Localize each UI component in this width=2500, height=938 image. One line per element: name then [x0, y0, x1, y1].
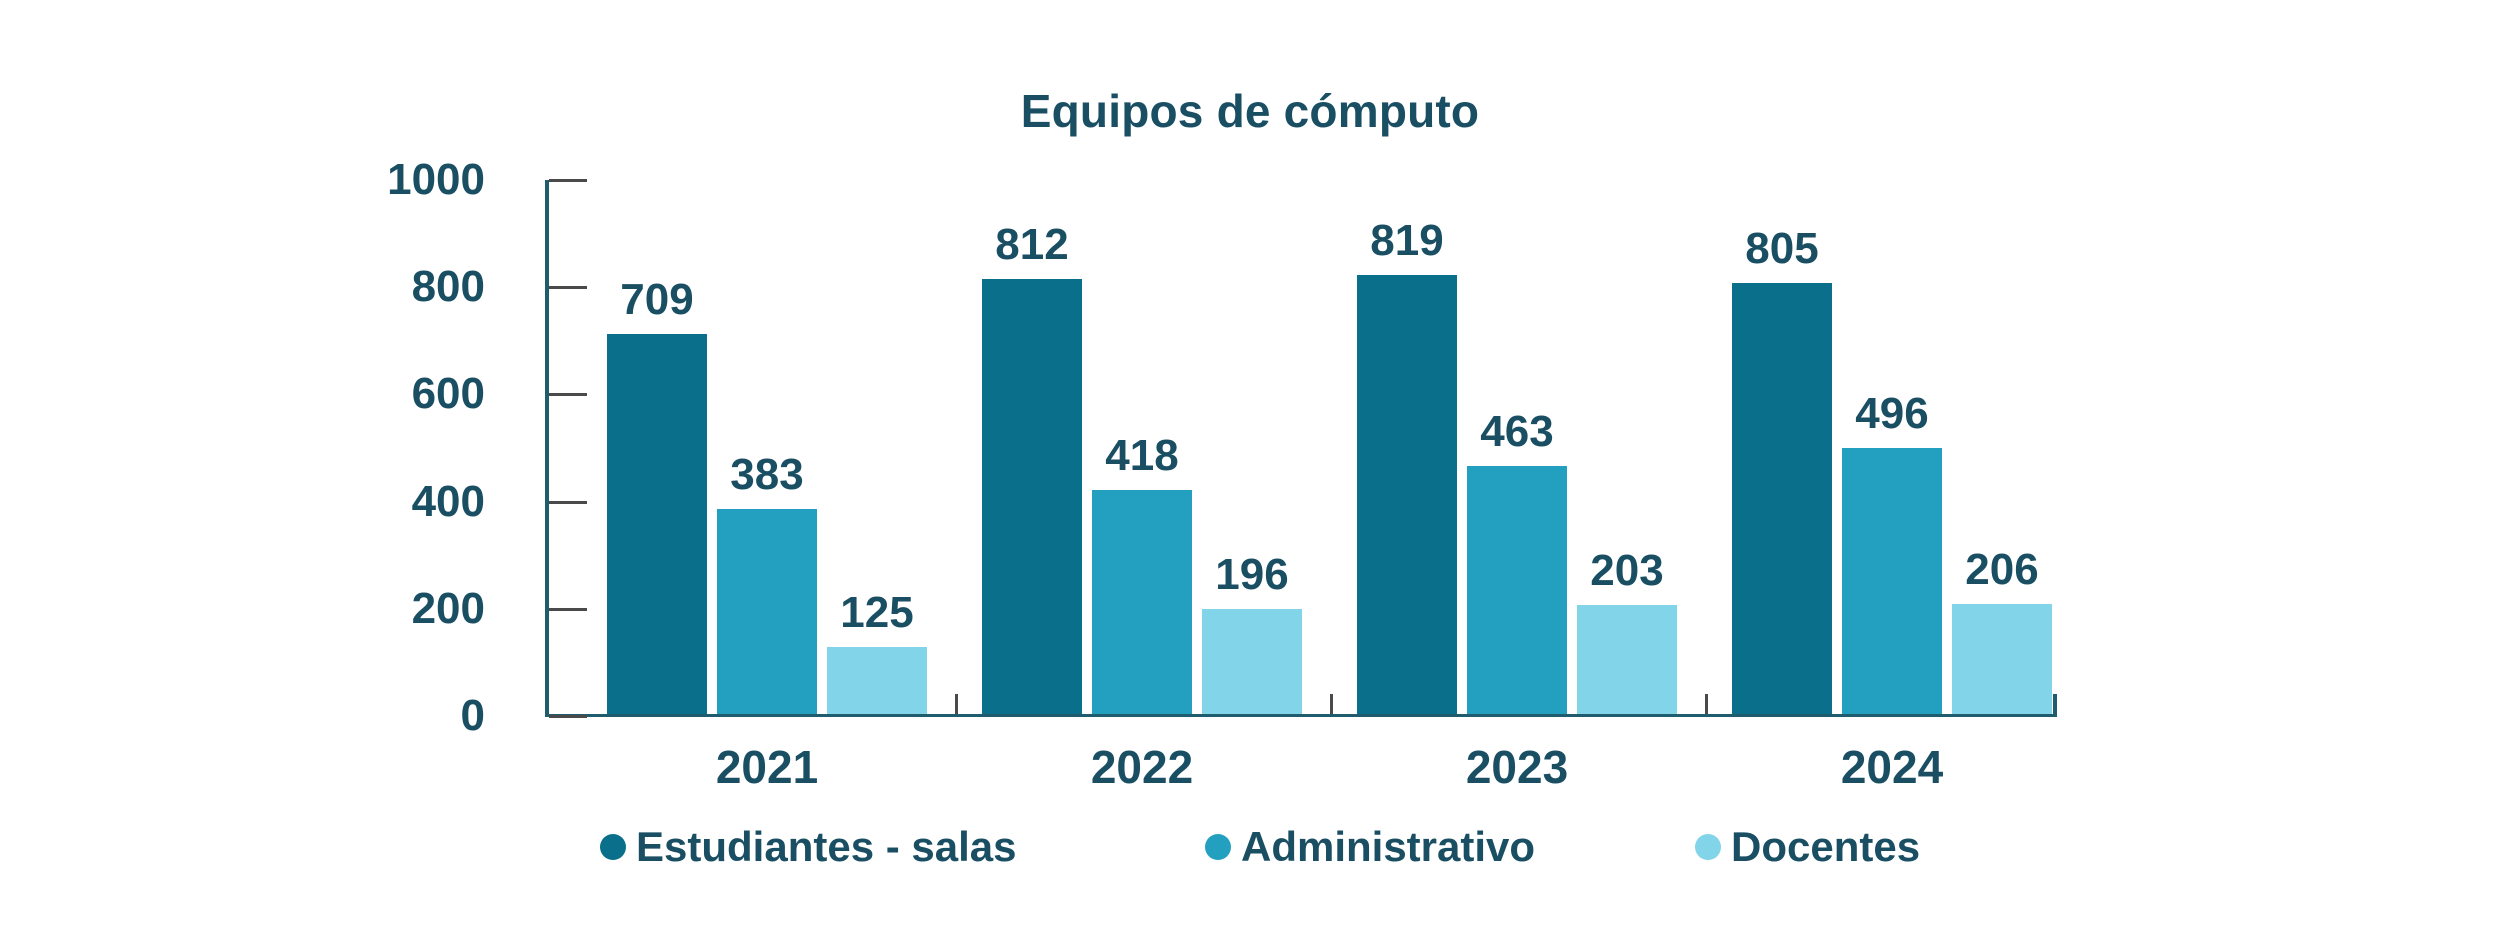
- bar-value-label: 418: [1105, 430, 1179, 480]
- y-axis-tick: [549, 500, 587, 504]
- y-axis-tick-label: 0: [460, 691, 485, 740]
- y-axis-tick: [549, 607, 587, 611]
- x-axis-line: [545, 714, 2057, 717]
- legend-color-swatch-icon: [1205, 834, 1231, 860]
- bar-value-label: 819: [1370, 216, 1444, 266]
- legend-label: Administrativo: [1241, 823, 1536, 870]
- y-axis-tick: [549, 715, 587, 718]
- x-axis-group-tick: [1704, 694, 1708, 714]
- bar-value-label: 383: [730, 449, 804, 499]
- legend-item[interactable]: Docentes: [1695, 826, 1920, 868]
- bar-value-label: 203: [1590, 546, 1664, 596]
- legend-label: Docentes: [1731, 823, 1921, 870]
- bar[interactable]: [1092, 489, 1192, 714]
- bar[interactable]: [982, 278, 1082, 714]
- bar-value-label: 812: [995, 219, 1069, 269]
- y-axis-tick: [549, 179, 587, 182]
- bar[interactable]: [717, 508, 817, 714]
- chart-legend: Estudiantes - salas Administrativo Docente…: [0, 826, 2500, 886]
- bar-value-label: 805: [1745, 223, 1819, 273]
- y-axis-tick: [549, 393, 587, 397]
- legend-item[interactable]: Administrativo: [1205, 826, 1535, 868]
- bar[interactable]: [607, 333, 707, 714]
- y-axis-tick: [549, 286, 587, 290]
- bar[interactable]: [1202, 608, 1302, 714]
- y-axis-tick-label: 400: [411, 476, 485, 526]
- x-axis-category-label: 2022: [1090, 741, 1194, 793]
- x-axis-group-tick: [1329, 694, 1333, 714]
- bar-value-label: 206: [1965, 544, 2039, 594]
- bar-value-label: 709: [620, 274, 694, 324]
- bar-value-label: 496: [1855, 389, 1929, 439]
- y-axis-tick-label: 1000: [387, 155, 485, 204]
- bar-value-label: 196: [1215, 549, 1289, 599]
- bar[interactable]: [1842, 448, 1942, 714]
- bar[interactable]: [1732, 282, 1832, 714]
- bar-value-label: 463: [1480, 406, 1554, 456]
- x-axis-category-label: 2021: [715, 741, 819, 793]
- legend-color-swatch-icon: [1695, 834, 1721, 860]
- plot-area: 709 383 125 812 418 196 819 463 203 805 496 206: [545, 179, 2057, 718]
- y-axis-line: [545, 180, 549, 717]
- legend-item[interactable]: Estudiantes - salas: [600, 826, 1016, 868]
- bar[interactable]: [1577, 605, 1677, 714]
- x-axis-group-tick: [954, 694, 958, 714]
- y-axis-tick-label: 800: [411, 262, 485, 312]
- y-axis-tick-labels: 1000 800 600 400 200 0: [0, 158, 520, 740]
- bar[interactable]: [1467, 465, 1567, 714]
- bar-value-label: 125: [840, 588, 914, 637]
- bar[interactable]: [1952, 603, 2052, 714]
- legend-color-swatch-icon: [600, 834, 626, 860]
- bar[interactable]: [827, 647, 927, 714]
- chart-title: Equipos de cómputo: [1020, 85, 1480, 137]
- y-axis-tick-label: 600: [411, 369, 485, 419]
- x-axis-category-label: 2024: [1840, 741, 1944, 793]
- x-axis-end-tick: [2053, 694, 2057, 716]
- legend-label: Estudiantes - salas: [636, 823, 1017, 870]
- x-axis-category-label: 2023: [1465, 741, 1569, 793]
- bar[interactable]: [1357, 275, 1457, 714]
- y-axis-tick-label: 200: [411, 583, 485, 633]
